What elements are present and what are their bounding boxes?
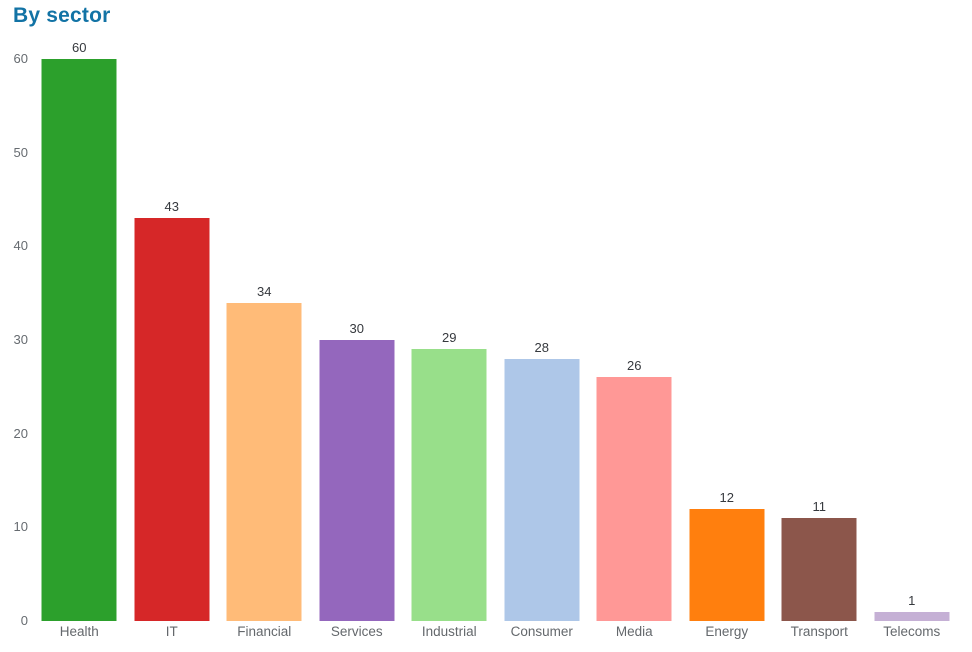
bar-value-label: 26 <box>627 358 642 373</box>
bar-media <box>596 377 672 621</box>
x-tick-label: Transport <box>790 624 848 639</box>
bar-value-label: 43 <box>164 199 179 214</box>
y-tick-label: 20 <box>13 426 28 441</box>
y-tick-label: 60 <box>13 51 28 66</box>
x-tick-label: Telecoms <box>883 624 941 639</box>
bar-value-label: 29 <box>442 330 457 345</box>
bar-group-industrial: 29 Industrial <box>403 59 496 639</box>
x-tick-label: Financial <box>237 624 292 639</box>
bar-group-transport: 11 Transport <box>773 59 866 639</box>
y-tick-label: 50 <box>13 145 28 160</box>
bar-value-label: 60 <box>72 40 87 55</box>
y-tick-label: 40 <box>13 238 28 253</box>
bar-services <box>319 340 395 621</box>
bar-value-label: 30 <box>349 321 364 336</box>
bar-group-financial: 34 Financial <box>218 59 311 639</box>
bar-group-consumer: 28 Consumer <box>496 59 589 639</box>
x-tick-label: Industrial <box>421 624 477 639</box>
bar-telecoms <box>874 612 950 621</box>
chart-title: By sector <box>13 4 111 27</box>
y-tick-label: 0 <box>20 613 28 628</box>
bar-group-telecoms: 1 Telecoms <box>866 59 959 639</box>
x-tick-label: Services <box>330 624 383 639</box>
bar-group-energy: 12 Energy <box>681 59 774 639</box>
bar-group-health: 60 Health <box>33 40 126 639</box>
bar-group-media: 26 Media <box>588 59 681 639</box>
x-tick-label: Media <box>615 624 653 639</box>
bar-group-it: 43 IT <box>126 59 219 639</box>
x-tick-label: Health <box>59 624 99 639</box>
x-tick-label: IT <box>165 624 178 639</box>
bar-value-label: 1 <box>908 593 916 608</box>
bar-energy <box>689 509 765 621</box>
plot-area: 60 Health 43 IT 34 Financial 30 Services 29 Indus… <box>33 40 959 639</box>
x-tick-label: Consumer <box>510 624 573 639</box>
bar-value-label: 12 <box>719 490 734 505</box>
bar-consumer <box>504 359 580 621</box>
bar-health <box>41 59 117 621</box>
bar-group-services: 30 Services <box>311 59 404 639</box>
bar-transport <box>781 518 857 621</box>
bar-value-label: 28 <box>534 340 549 355</box>
bar-it <box>134 218 210 621</box>
bar-financial <box>226 303 302 621</box>
y-axis: 0 10 20 30 40 50 60 <box>0 0 30 652</box>
bar-value-label: 11 <box>812 499 827 514</box>
y-tick-label: 10 <box>13 519 28 534</box>
bar-value-label: 34 <box>257 284 272 299</box>
bar-industrial <box>411 349 487 621</box>
x-tick-label: Energy <box>705 624 749 639</box>
y-tick-label: 30 <box>13 332 28 347</box>
